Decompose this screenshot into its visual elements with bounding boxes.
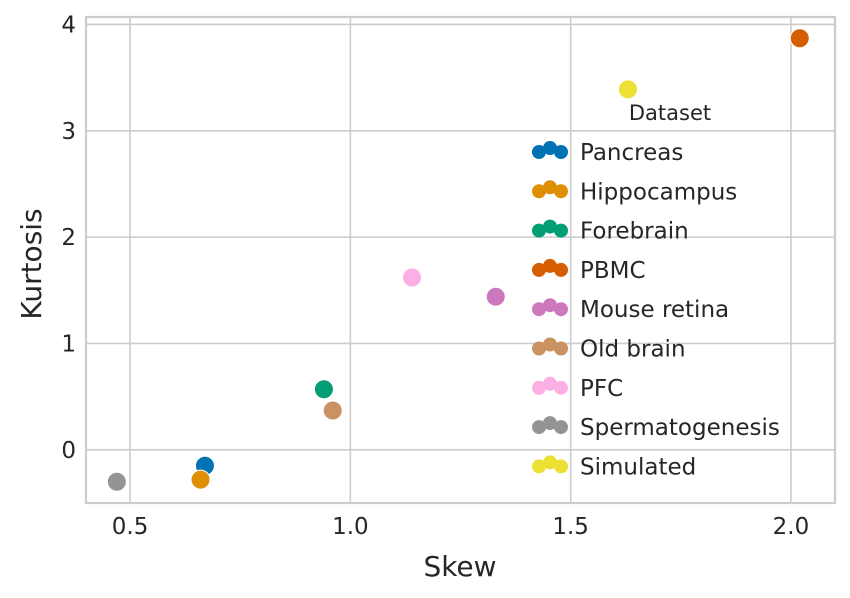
legend-marker-dot xyxy=(554,145,568,159)
legend-item-pfc: PFC xyxy=(532,376,623,402)
legend-marker-dot xyxy=(543,180,557,195)
legend-marker-dot xyxy=(532,184,546,199)
legend-label: PBMC xyxy=(580,258,646,284)
legend-marker-dot xyxy=(543,455,557,470)
tick-labels: 0.5 1.0 1.5 2.0 0 1 2 3 4 xyxy=(61,12,809,540)
legend-marker xyxy=(532,258,568,277)
point-hippocampus xyxy=(190,469,211,490)
legend-marker-dot xyxy=(532,302,546,317)
legend-marker-dot xyxy=(543,141,557,155)
point-spermatogenesis xyxy=(106,471,127,492)
legend-marker-dot xyxy=(543,376,557,391)
legend-item-old-brain: Old brain xyxy=(532,337,686,363)
legend-marker-dot xyxy=(554,380,568,395)
legend-marker xyxy=(532,141,568,159)
plot-border xyxy=(84,15,837,505)
legend-item-pbmc: PBMC xyxy=(532,258,646,284)
plot-frame xyxy=(84,15,837,505)
legend-marker xyxy=(532,219,568,238)
point-pbmc xyxy=(789,28,810,49)
legend-items: Pancreas Hippocampus Forebrain PBMC Mouse re… xyxy=(532,140,780,480)
point-old-brain xyxy=(322,400,343,421)
legend: Dataset Pancreas Hippocampus Forebrain PBMC… xyxy=(532,101,780,480)
legend-marker xyxy=(532,416,568,435)
legend-marker-dot xyxy=(554,341,568,356)
legend-label: Mouse retina xyxy=(580,297,729,323)
legend-item-spermatogenesis: Spermatogenesis xyxy=(532,415,780,441)
x-tick-label: 1.5 xyxy=(552,514,589,540)
legend-marker-dot xyxy=(532,223,546,238)
legend-item-mouse-retina: Mouse retina xyxy=(532,297,729,323)
legend-label: Old brain xyxy=(580,337,686,363)
point-pfc xyxy=(402,267,423,288)
legend-marker-dot xyxy=(543,219,557,234)
legend-item-forebrain: Forebrain xyxy=(532,219,689,245)
legend-marker-dot xyxy=(543,337,557,352)
legend-title: Dataset xyxy=(629,101,711,125)
point-simulated xyxy=(617,79,638,100)
legend-label: Forebrain xyxy=(580,219,689,245)
x-tick-label: 2.0 xyxy=(773,514,810,540)
point-mouse-retina xyxy=(485,286,506,307)
y-tick-label: 3 xyxy=(61,119,76,145)
legend-label: PFC xyxy=(580,376,623,402)
legend-label: Hippocampus xyxy=(580,179,737,205)
legend-marker-dot xyxy=(554,459,568,474)
legend-marker-dot xyxy=(543,298,557,313)
y-tick-label: 4 xyxy=(61,12,76,38)
legend-marker-dot xyxy=(543,258,557,273)
grid-lines xyxy=(86,17,835,503)
legend-marker-dot xyxy=(554,420,568,435)
legend-label: Pancreas xyxy=(580,140,683,166)
legend-label: Simulated xyxy=(580,454,696,480)
legend-marker-dot xyxy=(532,262,546,277)
legend-marker-dot xyxy=(554,223,568,238)
legend-marker xyxy=(532,455,568,474)
legend-marker-dot xyxy=(532,145,546,159)
legend-marker xyxy=(532,298,568,317)
legend-marker-dot xyxy=(532,380,546,395)
legend-marker-dot xyxy=(532,341,546,356)
y-tick-label: 1 xyxy=(61,331,76,357)
legend-marker xyxy=(532,180,568,199)
legend-item-hippocampus: Hippocampus xyxy=(532,179,737,205)
legend-marker-dot xyxy=(532,420,546,435)
legend-marker-dot xyxy=(532,459,546,474)
legend-marker-dot xyxy=(554,262,568,277)
legend-marker xyxy=(532,376,568,395)
x-axis-title: Skew xyxy=(423,550,496,583)
legend-label: Spermatogenesis xyxy=(580,415,780,441)
y-tick-label: 0 xyxy=(61,438,76,464)
legend-marker xyxy=(532,337,568,356)
y-axis-title: Kurtosis xyxy=(15,208,48,319)
legend-marker-dot xyxy=(554,184,568,199)
legend-item-simulated: Simulated xyxy=(532,454,696,480)
x-tick-label: 0.5 xyxy=(112,514,149,540)
legend-marker-dot xyxy=(543,416,557,431)
data-points xyxy=(106,28,810,492)
legend-item-pancreas: Pancreas xyxy=(532,140,683,166)
legend-marker-dot xyxy=(554,302,568,317)
x-tick-label: 1.0 xyxy=(332,514,369,540)
y-tick-label: 2 xyxy=(61,225,76,251)
point-forebrain xyxy=(313,379,334,400)
